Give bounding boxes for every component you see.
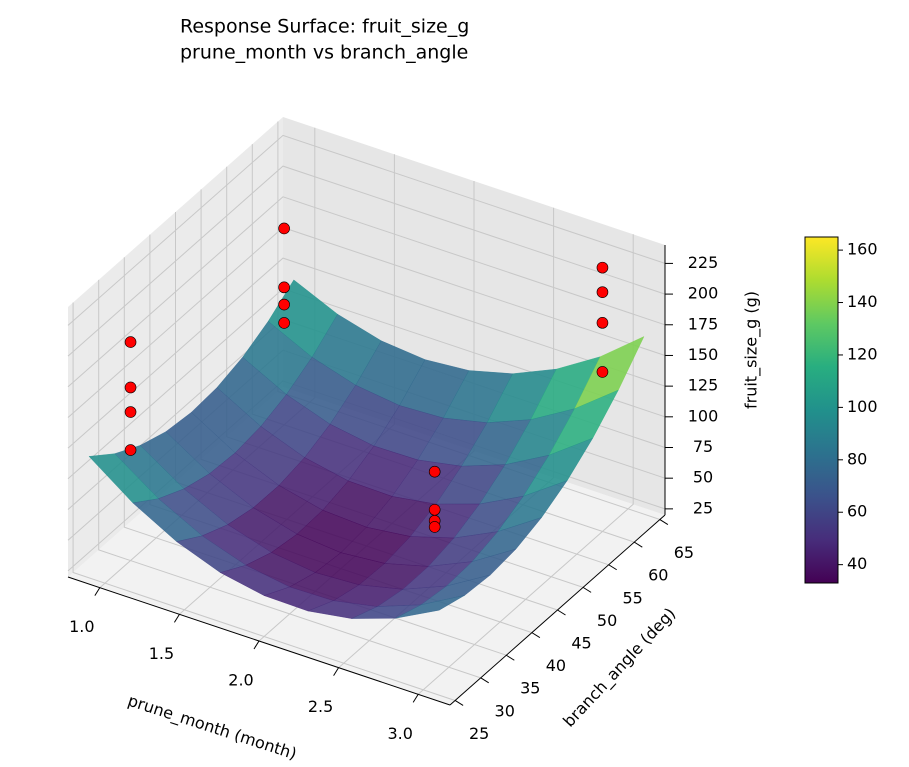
colorbar-tick-label: 140 (847, 292, 878, 311)
x-tick (412, 694, 419, 703)
y-tick (454, 700, 464, 706)
z-tick-label: 25 (693, 498, 713, 517)
x-tick-label: 1.5 (149, 644, 174, 663)
y-grid-line (72, 302, 456, 701)
z-tick-label: 175 (688, 314, 719, 333)
data-point (278, 281, 290, 294)
x-tick-label: 2.0 (228, 671, 253, 690)
x-tick-label: 1.0 (69, 617, 94, 636)
data-point (124, 406, 137, 418)
x-tick-label: 2.5 (308, 697, 333, 716)
z-grid-line (67, 196, 666, 388)
chart-subtitle: prune_month vs branch_angle (180, 42, 468, 64)
data-point (278, 298, 290, 311)
y-tick (608, 564, 617, 571)
colorbar-tick-label: 160 (847, 240, 878, 259)
data-point (428, 503, 441, 516)
z-axis-label: fruit_size_g (g) (742, 291, 762, 409)
y-tick-label: 35 (520, 679, 540, 698)
y-tick (582, 586, 592, 593)
y-grid-line (98, 279, 481, 679)
x-grid-line (417, 234, 634, 695)
x-tick (333, 667, 340, 676)
x-tick (173, 614, 180, 623)
y-tick-label: 40 (546, 656, 566, 675)
data-point (596, 317, 609, 329)
colorbar-tick-label: 100 (847, 397, 878, 416)
z-tick-label: 75 (693, 437, 713, 456)
data-point (596, 261, 609, 274)
x-tick (94, 587, 101, 596)
y-tick-label: 25 (469, 724, 489, 743)
data-point (124, 336, 137, 348)
y-axis-label: branch_angle (deg) (559, 604, 680, 732)
x-tick-label: 3.0 (387, 724, 412, 743)
z-tick-label: 50 (693, 468, 713, 487)
y-tick-label: 65 (674, 543, 694, 562)
colorbar-tick-label: 80 (847, 449, 867, 468)
x-axis-line (67, 576, 451, 706)
data-point (278, 317, 290, 329)
y-tick (634, 541, 643, 548)
chart-title: Response Surface: fruit_size_g (180, 16, 469, 38)
y-tick-label: 60 (648, 566, 668, 585)
data-point (596, 366, 609, 378)
z-grid-line (67, 257, 666, 449)
y-tick (557, 609, 566, 616)
colorbar-ticks: 40 60 80 100 120 140 160 (838, 240, 878, 573)
y-tick (480, 677, 489, 684)
y-tick (659, 519, 669, 525)
y-tick (506, 654, 515, 661)
axes: 1.0 1.5 2.0 2.5 3.0 25 30 35 40 45 50 55 60 65 25 50 75 1… (67, 245, 719, 743)
surface-patch (395, 595, 465, 619)
z-tick-label: 125 (688, 376, 719, 395)
y-tick-label: 30 (495, 701, 515, 720)
y-tick-label: 45 (571, 634, 591, 653)
z-tick-label: 225 (688, 253, 719, 272)
data-point (596, 286, 609, 298)
y-tick (531, 632, 541, 639)
colorbar-tick-label: 40 (847, 554, 867, 573)
y-axis-line (449, 514, 666, 706)
colorbar-tick-label: 120 (847, 344, 878, 363)
z-tick-label: 150 (688, 345, 719, 364)
data-point (428, 465, 441, 478)
z-grid-line (67, 134, 666, 326)
data-point (124, 444, 137, 456)
z-tick-label: 200 (688, 284, 719, 303)
scatter-points (124, 222, 609, 533)
z-tick-label: 100 (688, 406, 719, 425)
x-axis-label: prune_month (month) (125, 691, 299, 764)
colorbar (804, 236, 839, 584)
data-point (428, 521, 441, 533)
data-point (124, 381, 137, 394)
y-tick-label: 55 (623, 588, 643, 607)
surface (88, 279, 645, 619)
data-point (278, 222, 290, 235)
x-tick (253, 640, 260, 650)
y-tick-label: 50 (597, 611, 617, 630)
colorbar-tick-label: 60 (847, 502, 867, 521)
z-grid-line (67, 165, 666, 357)
